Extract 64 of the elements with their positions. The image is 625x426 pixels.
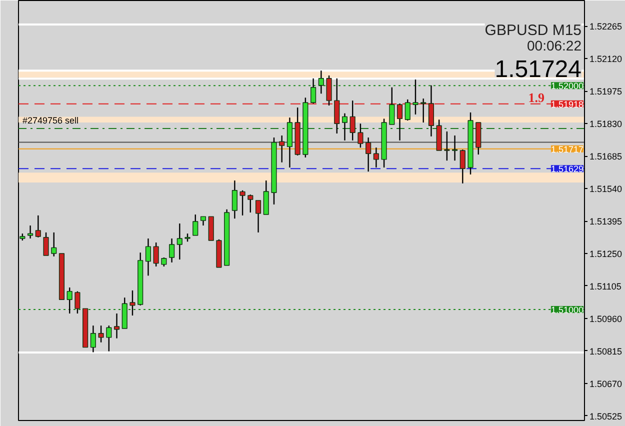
candlestick (366, 136, 372, 172)
y-tick-label: 1.51250 (590, 248, 622, 259)
candlestick (240, 190, 246, 216)
candlestick (326, 74, 332, 106)
candlestick (192, 214, 198, 236)
candlestick (358, 123, 364, 148)
annotation: 1.51724 (494, 56, 582, 83)
candlestick (106, 324, 112, 352)
candlestick (51, 232, 57, 257)
candlestick (452, 134, 458, 162)
candlestick (176, 222, 182, 260)
ref-line-label: 1.51000 (550, 304, 584, 315)
candlestick (342, 112, 348, 142)
y-tick-label: 1.51105 (590, 281, 622, 292)
candlestick (389, 86, 395, 126)
y-tick-label: 1.51830 (590, 119, 622, 130)
y-tick-label: 1.50670 (590, 378, 622, 389)
ref-line-label: 1.52000 (550, 81, 584, 92)
candlestick (232, 180, 238, 220)
candlestick (460, 149, 466, 184)
candlestick (145, 238, 151, 276)
candlestick (255, 200, 262, 234)
y-tick-label: 1.51975 (590, 86, 622, 97)
candlestick (66, 286, 72, 314)
candlestick (74, 290, 80, 314)
candlestick (130, 290, 136, 316)
y-tick-label: 1.51395 (590, 216, 622, 227)
annotation: 1.9 (528, 90, 545, 105)
candlestick (35, 214, 41, 238)
y-tick-label: 1.50815 (590, 346, 622, 356)
ref-line-label: 1.51717 (550, 144, 584, 154)
candlestick (420, 98, 426, 124)
candlestick (279, 134, 285, 163)
candlestick (310, 78, 316, 104)
ref-line-label: #2749756 sell (22, 116, 79, 126)
candlestick (28, 224, 34, 240)
y-tick-label: 1.51685 (590, 152, 622, 162)
candlestick (404, 98, 410, 122)
candlestick (318, 70, 324, 94)
y-tick-label: 1.52265 (590, 22, 622, 32)
candlestick (98, 324, 104, 343)
candlestick (153, 242, 159, 268)
candlestick (444, 130, 450, 162)
candlestick (90, 324, 96, 353)
candlestick (208, 216, 214, 241)
candlestick (169, 238, 175, 264)
candlestick (43, 232, 49, 256)
y-tick-label: 1.52120 (590, 54, 622, 64)
candlestick (428, 84, 434, 137)
candlestick (350, 100, 356, 142)
ref-line-label: 1.51918 (550, 99, 584, 110)
text: GBPUSD M15 (484, 22, 582, 39)
y-tick-label: 1.51540 (590, 184, 622, 194)
candlestick (114, 312, 120, 339)
ref-line-label: 1.51629 (550, 164, 584, 174)
candlestick (263, 180, 269, 216)
candlestick (248, 194, 254, 214)
candlestick (373, 146, 379, 168)
candlestick (334, 78, 340, 134)
y-tick-label: 1.50960 (590, 314, 622, 324)
text: 00:06:22 (527, 38, 582, 54)
candlestick (412, 78, 418, 116)
y-tick-label: 1.50525 (590, 411, 622, 422)
candlestick (396, 102, 403, 142)
